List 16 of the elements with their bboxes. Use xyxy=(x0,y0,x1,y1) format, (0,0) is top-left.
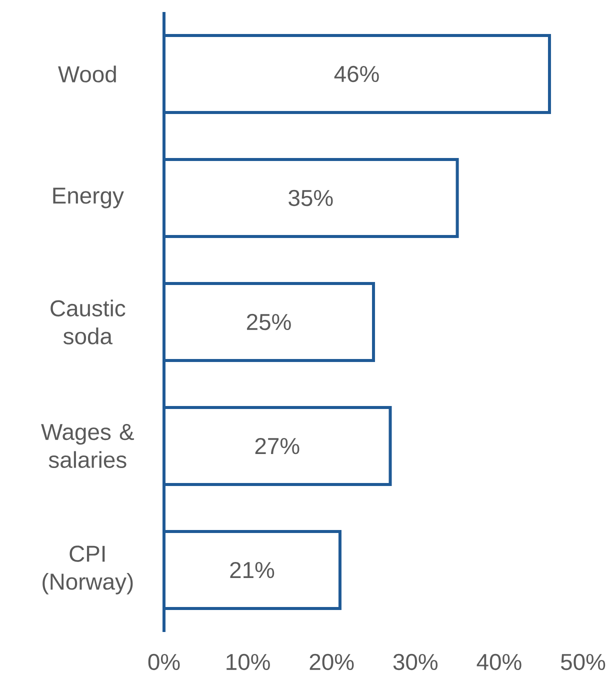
y-tick-label: Wood xyxy=(58,66,116,82)
x-tick-label: 30% xyxy=(393,654,438,670)
data-label: 27% xyxy=(255,438,300,454)
data-label: 46% xyxy=(334,66,379,82)
x-tick-label: 20% xyxy=(310,654,354,670)
y-tick-label: Caustic soda xyxy=(50,300,126,344)
y-tick-label: Energy xyxy=(53,188,124,208)
x-tick-label: 40% xyxy=(476,654,522,670)
y-tick-label: CPI (Norway) xyxy=(42,546,133,594)
data-label: 35% xyxy=(288,190,333,206)
x-tick-label: 50% xyxy=(560,654,606,670)
x-tick-label: 10% xyxy=(226,654,270,670)
y-tick-label: Wages & salaries xyxy=(41,424,134,468)
x-tick-label: 0% xyxy=(148,654,180,670)
data-label: 21% xyxy=(230,562,274,578)
data-label: 25% xyxy=(246,314,291,330)
